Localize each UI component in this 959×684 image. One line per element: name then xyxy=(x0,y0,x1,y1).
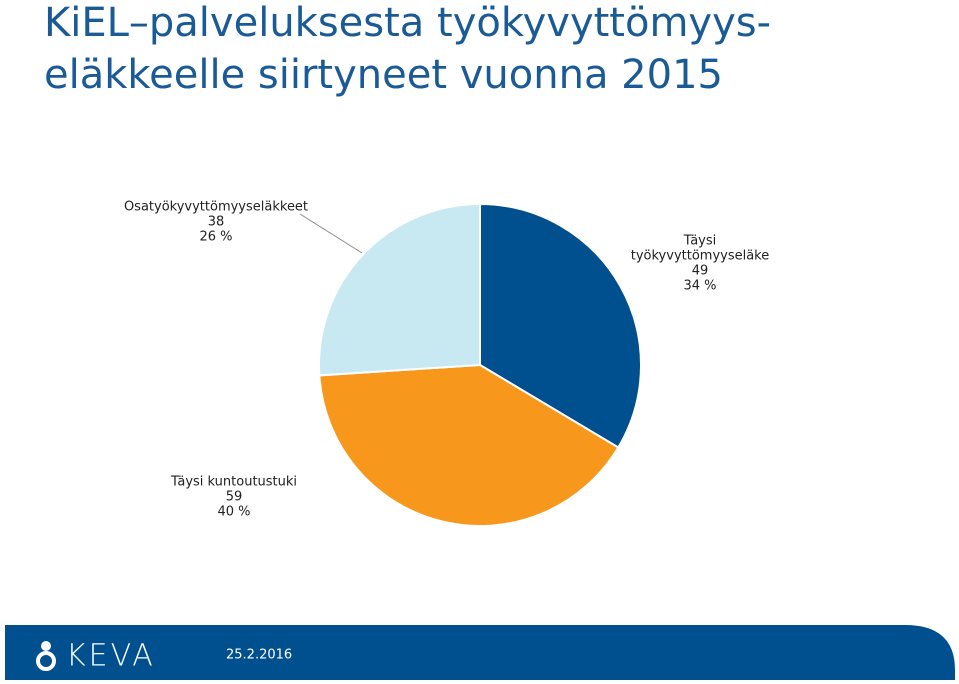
leader-line xyxy=(299,213,363,254)
title-line: KiEL–palveluksesta työkyvyttömyys- xyxy=(44,0,771,46)
footer-band xyxy=(5,625,955,680)
footer-date: 25.2.2016 xyxy=(226,648,292,663)
slice-value: 59 xyxy=(226,490,243,505)
pie-slice xyxy=(318,363,620,527)
slice-value: 49 xyxy=(692,264,709,279)
logo-ring xyxy=(36,651,56,671)
pie-slice xyxy=(479,202,642,449)
slice-percent: 40 % xyxy=(217,505,250,520)
slice-percent: 34 % xyxy=(683,279,716,294)
slice-value: 38 xyxy=(208,215,225,230)
slice-label: Osatyökyvyttömyyseläkkeet xyxy=(124,200,308,215)
logo-dot xyxy=(41,641,51,651)
slice-label: Täysi xyxy=(683,234,716,249)
pie-slice xyxy=(318,202,481,377)
pie xyxy=(318,202,642,527)
slice-percent: 26 % xyxy=(199,230,232,245)
logo-text: KEVA xyxy=(66,639,156,674)
slice-label: työkyvyttömyyseläke xyxy=(631,249,770,264)
slice-label: Täysi kuntoutustuki xyxy=(170,475,297,490)
title-line: eläkkeelle siirtyneet vuonna 2015 xyxy=(44,52,723,98)
